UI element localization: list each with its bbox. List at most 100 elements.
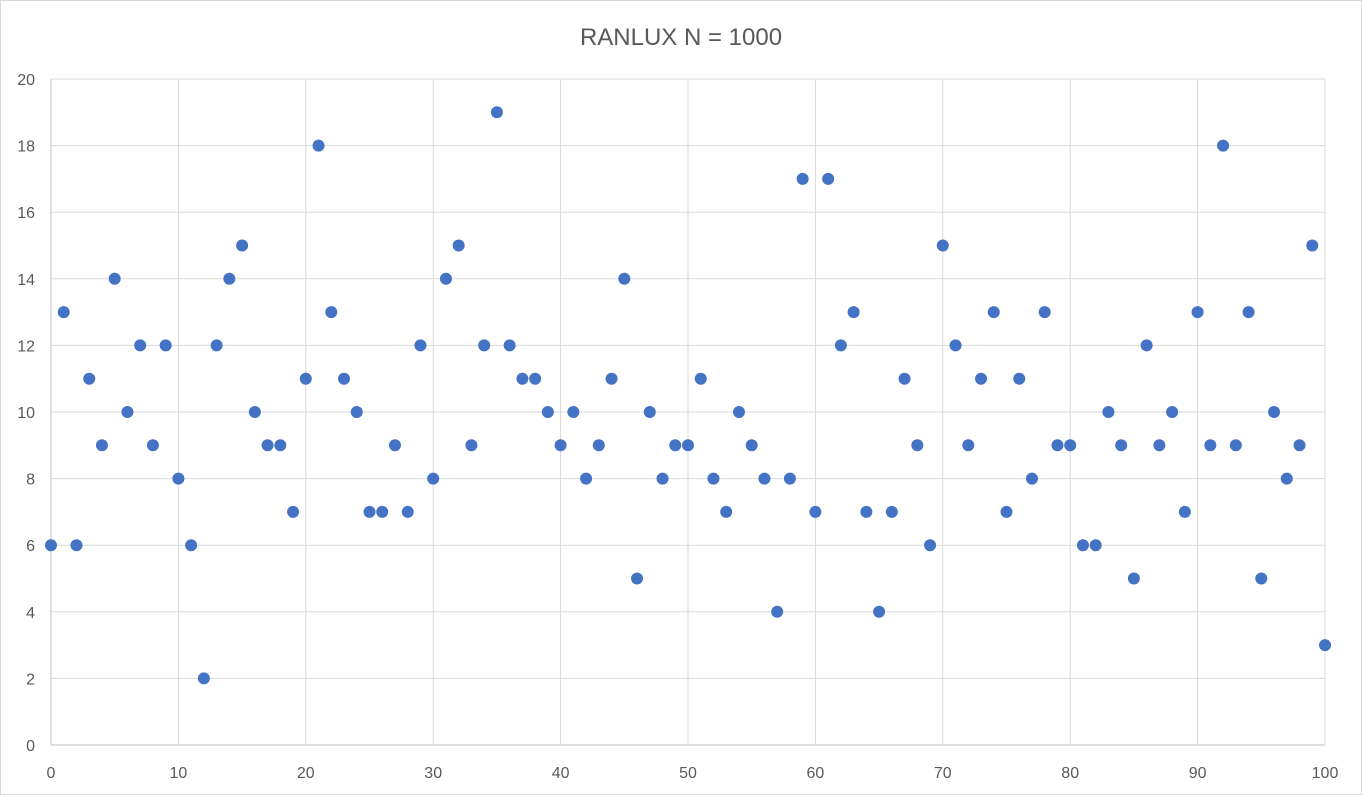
data-point (503, 339, 516, 352)
tick-labels: 0 2 4 6 8 10 12 14 16 18 20 0 10 20 30 40 50 60 70 80 90 100 (17, 72, 1338, 782)
data-point (1064, 439, 1077, 452)
data-point (745, 439, 758, 452)
data-point (987, 306, 1000, 319)
data-point (580, 472, 593, 485)
data-point (783, 472, 796, 485)
data-point (350, 406, 363, 418)
data-point (172, 472, 185, 485)
data-point (847, 306, 860, 319)
data-point (1204, 439, 1217, 452)
data-point (414, 339, 427, 352)
y-tick-label: 14 (17, 272, 35, 289)
y-tick-label: 18 (17, 139, 35, 156)
data-point (465, 439, 478, 452)
data-point (541, 406, 554, 418)
data-point (707, 472, 720, 485)
data-point (911, 439, 924, 452)
data-point (427, 472, 440, 485)
data-point (860, 505, 873, 518)
data-point (1013, 372, 1026, 385)
data-point (83, 372, 96, 385)
data-point (376, 505, 389, 518)
x-tick-label: 50 (679, 765, 697, 782)
data-point (834, 339, 847, 352)
data-point (248, 406, 261, 418)
x-tick-label: 60 (807, 765, 825, 782)
data-point (949, 339, 962, 352)
data-point (529, 372, 542, 385)
data-point (312, 139, 325, 152)
data-point (121, 406, 134, 418)
data-point (567, 406, 580, 418)
data-point (771, 605, 784, 618)
data-point (197, 672, 210, 685)
data-point (57, 306, 70, 319)
data-point (1127, 572, 1140, 585)
x-tick-label: 20 (297, 765, 315, 782)
data-point (656, 472, 669, 485)
data-point (1000, 505, 1013, 518)
y-tick-label: 0 (26, 738, 35, 755)
data-point (261, 439, 274, 452)
data-point (1051, 439, 1064, 452)
data-point (325, 306, 338, 319)
data-point (287, 505, 300, 518)
data-point (1166, 406, 1179, 418)
data-point (1089, 539, 1102, 552)
y-tick-label: 2 (26, 671, 35, 688)
x-tick-label: 10 (170, 765, 188, 782)
data-point (108, 272, 121, 285)
data-point (618, 272, 631, 285)
data-point (478, 339, 491, 352)
y-tick-label: 20 (17, 72, 35, 89)
data-point (1153, 439, 1166, 452)
y-tick-label: 4 (26, 605, 35, 622)
data-point (796, 172, 809, 185)
data-point (962, 439, 975, 452)
y-tick-label: 10 (17, 405, 35, 422)
y-tick-label: 12 (17, 338, 35, 355)
data-point (1102, 406, 1115, 418)
x-tick-label: 30 (424, 765, 442, 782)
data-point (274, 439, 287, 452)
data-point (236, 239, 249, 252)
data-point (682, 439, 694, 452)
data-point (1191, 306, 1204, 319)
data-point (363, 505, 376, 518)
data-point (643, 406, 656, 418)
data-point (210, 339, 223, 352)
data-point (146, 439, 159, 452)
data-point (1076, 539, 1089, 552)
data-point (1025, 472, 1038, 485)
data-point (1255, 572, 1268, 585)
data-point (223, 272, 236, 285)
data-point (631, 572, 644, 585)
data-point (299, 372, 312, 385)
data-point (439, 272, 452, 285)
data-point (732, 406, 745, 418)
data-point (822, 172, 835, 185)
data-point (185, 539, 198, 552)
data-point (758, 472, 771, 485)
x-tick-label: 0 (47, 765, 56, 782)
data-point (1038, 306, 1051, 319)
data-point (45, 539, 57, 552)
data-point (1229, 439, 1242, 452)
data-point (1268, 406, 1281, 418)
data-point (924, 539, 937, 552)
data-point (885, 505, 898, 518)
data-point (975, 372, 988, 385)
data-point (873, 605, 886, 618)
x-tick-label: 80 (1061, 765, 1079, 782)
data-point (554, 439, 567, 452)
data-point (1217, 139, 1230, 152)
data-point (936, 239, 949, 252)
data-point (134, 339, 147, 352)
data-point (809, 505, 822, 518)
data-point (592, 439, 605, 452)
y-tick-label: 16 (17, 205, 35, 222)
data-point (338, 372, 351, 385)
x-tick-label: 40 (552, 765, 570, 782)
